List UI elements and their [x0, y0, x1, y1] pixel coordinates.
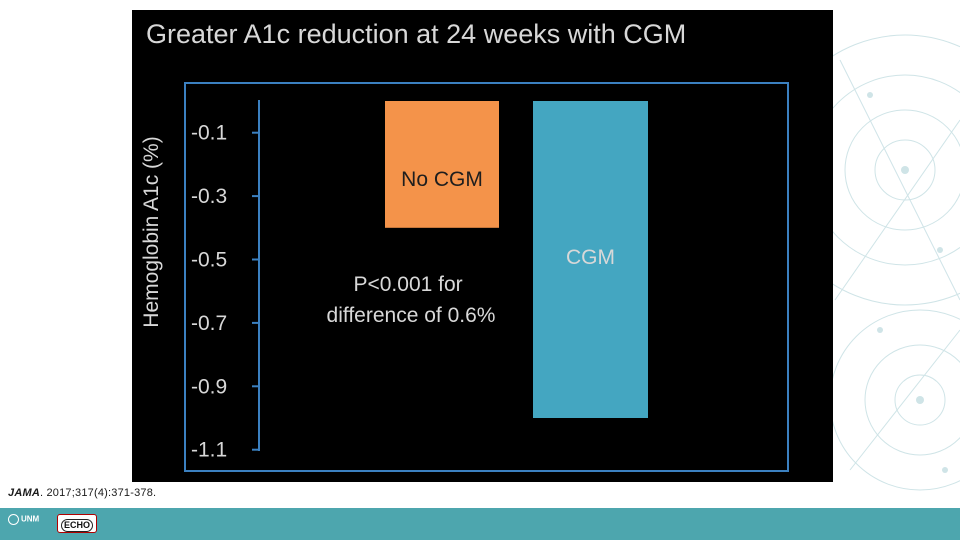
plot-frame	[184, 82, 789, 472]
unm-logo-text: UNM	[21, 514, 40, 524]
significance-annotation: P<0.001 for difference of 0.6%	[327, 273, 496, 327]
y-tick-label: -0.9	[191, 375, 227, 398]
annotation-line-2: difference of 0.6%	[327, 304, 496, 327]
citation-reference: . 2017;317(4):371-378.	[39, 487, 157, 499]
y-tick-label: -0.7	[191, 312, 227, 335]
y-tick-label: -1.1	[191, 439, 227, 462]
y-tick-label: -0.3	[191, 185, 227, 208]
bar-chart: Greater A1c reduction at 24 weeks with C…	[140, 19, 789, 472]
unm-logo-icon	[8, 514, 19, 525]
citation: JAMA. 2017;317(4):371-378.	[8, 487, 156, 499]
y-axis-label: Hemoglobin A1c (%)	[140, 136, 163, 327]
chart-title: Greater A1c reduction at 24 weeks with C…	[146, 19, 686, 49]
echo-logo: ECHO	[57, 514, 97, 533]
citation-journal: JAMA	[8, 487, 40, 499]
echo-logo-text: ECHO	[60, 519, 93, 532]
y-tick-label: -0.5	[191, 249, 227, 272]
y-tick-label: -0.1	[191, 122, 227, 145]
annotation-line-1: P<0.001 for	[353, 273, 462, 296]
bar-cgm	[533, 101, 648, 418]
chart-panel: Greater A1c reduction at 24 weeks with C…	[132, 10, 833, 482]
bar-label-no-cgm: No CGM	[401, 168, 483, 191]
footer-bar: UNM ECHO	[0, 508, 960, 540]
unm-logo: UNM	[8, 514, 50, 536]
bar-label-cgm: CGM	[566, 246, 615, 269]
bar-no-cgm	[385, 101, 499, 228]
